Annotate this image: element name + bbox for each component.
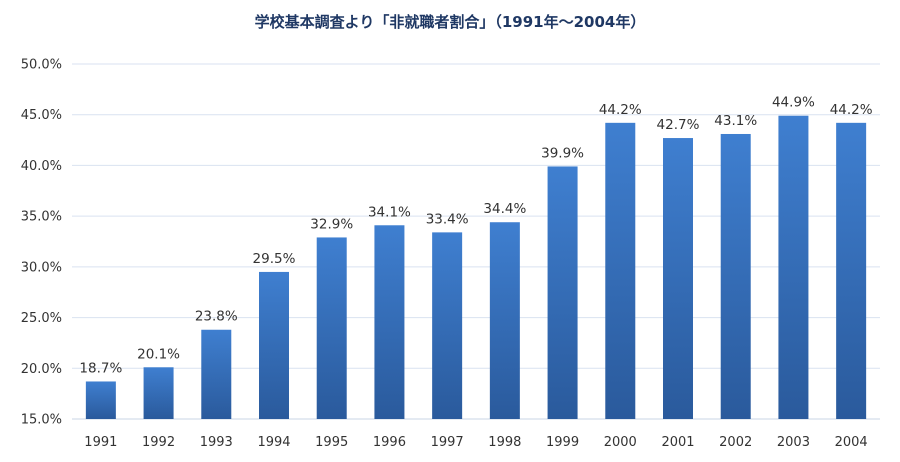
chart-title: 学校基本調査より「非就職者割合」（1991年～2004年） bbox=[254, 13, 646, 31]
data-label: 33.4% bbox=[426, 211, 469, 227]
y-tick-label: 15.0% bbox=[21, 413, 62, 428]
x-tick-label: 1996 bbox=[373, 435, 406, 450]
data-label: 44.9% bbox=[772, 95, 815, 111]
bar bbox=[547, 166, 578, 419]
bar bbox=[778, 115, 809, 419]
x-tick-label: 1999 bbox=[546, 435, 579, 450]
data-label: 43.1% bbox=[714, 113, 757, 129]
x-tick-label: 2003 bbox=[777, 435, 810, 450]
data-label: 39.9% bbox=[541, 145, 584, 161]
data-label: 23.8% bbox=[195, 309, 238, 325]
data-label: 18.7% bbox=[79, 360, 122, 376]
bar bbox=[201, 329, 232, 419]
data-label: 29.5% bbox=[253, 251, 296, 267]
data-label: 34.4% bbox=[483, 201, 526, 217]
bar bbox=[720, 133, 751, 419]
bar bbox=[605, 122, 636, 419]
bar bbox=[259, 271, 289, 419]
y-tick-label: 20.0% bbox=[21, 362, 62, 377]
y-tick-label: 50.0% bbox=[21, 58, 62, 73]
y-tick-label: 25.0% bbox=[21, 311, 62, 326]
y-tick-label: 45.0% bbox=[21, 108, 62, 123]
data-label: 32.9% bbox=[310, 216, 353, 232]
bar bbox=[143, 367, 174, 419]
data-label: 20.1% bbox=[137, 346, 180, 362]
bar bbox=[374, 225, 405, 419]
data-label: 44.2% bbox=[830, 102, 873, 118]
bar bbox=[663, 138, 693, 420]
bar bbox=[432, 232, 463, 419]
x-tick-label: 1995 bbox=[315, 435, 348, 450]
data-label: 34.1% bbox=[368, 204, 411, 220]
x-tick-label: 2002 bbox=[719, 435, 752, 450]
data-label: 42.7% bbox=[657, 117, 700, 133]
x-tick-label: 2004 bbox=[835, 435, 868, 450]
x-tick-label: 1997 bbox=[431, 435, 464, 450]
y-tick-label: 35.0% bbox=[21, 210, 62, 225]
data-label: 44.2% bbox=[599, 102, 642, 118]
x-tick-label: 1991 bbox=[84, 435, 117, 450]
bar bbox=[836, 122, 867, 419]
x-tick-label: 1998 bbox=[488, 435, 521, 450]
x-tick-label: 1994 bbox=[257, 435, 290, 450]
bar bbox=[316, 237, 347, 419]
y-tick-label: 40.0% bbox=[21, 159, 62, 174]
x-tick-label: 2001 bbox=[661, 435, 694, 450]
x-tick-label: 1992 bbox=[142, 435, 175, 450]
x-tick-label: 2000 bbox=[604, 435, 637, 450]
y-tick-label: 30.0% bbox=[21, 260, 62, 275]
x-tick-label: 1993 bbox=[200, 435, 233, 450]
bar bbox=[489, 222, 520, 419]
bar bbox=[85, 381, 116, 419]
